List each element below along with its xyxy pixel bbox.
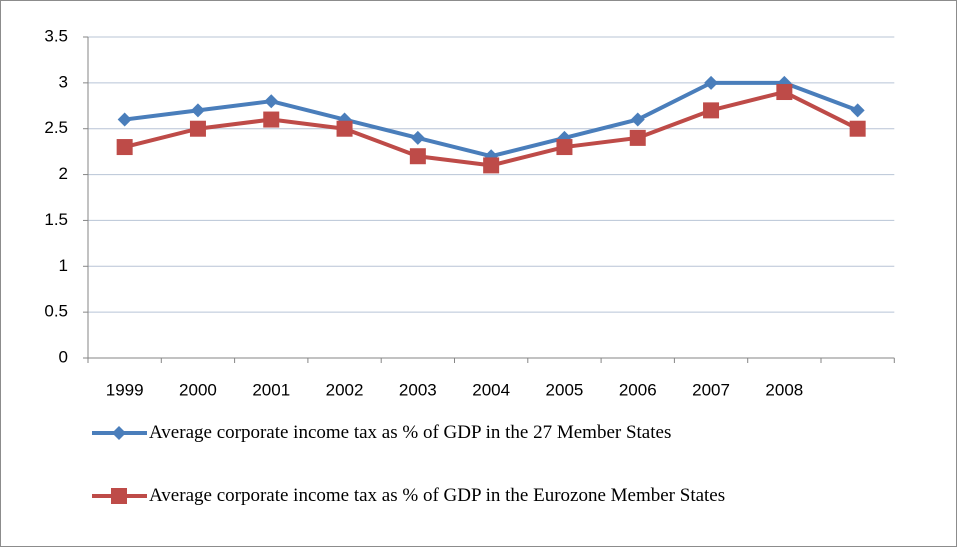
y-tick-label: 2	[59, 164, 68, 183]
data-point	[116, 139, 133, 156]
legend-label: Average corporate income tax as % of GDP…	[149, 485, 726, 506]
data-point	[409, 148, 426, 165]
y-tick-label: 2.5	[44, 118, 68, 137]
data-point	[776, 84, 793, 101]
legend-marker	[111, 488, 127, 504]
data-point	[703, 102, 720, 119]
x-tick-label: 2000	[179, 380, 217, 399]
y-tick-label: 1.5	[44, 210, 68, 229]
data-point	[483, 157, 500, 174]
data-point	[849, 120, 866, 137]
x-tick-label: 2005	[546, 380, 584, 399]
data-point	[336, 120, 353, 137]
x-tick-label: 2008	[765, 380, 803, 399]
legend-marker	[112, 426, 126, 440]
data-point	[263, 111, 280, 128]
series-line	[124, 80, 859, 159]
y-tick-label: 1	[59, 256, 68, 275]
legend-label: Average corporate income tax as % of GDP…	[149, 422, 672, 443]
data-point	[190, 103, 205, 118]
x-tick-label: 2004	[472, 380, 510, 399]
data-point	[117, 112, 132, 127]
y-tick-label: 0.5	[44, 302, 68, 321]
x-tick-label: 2003	[399, 380, 437, 399]
y-tick-label: 0	[59, 347, 68, 366]
data-point	[629, 129, 646, 146]
x-tick-label: 1999	[106, 380, 144, 399]
x-tick-label: 2001	[252, 380, 290, 399]
data-point	[704, 75, 719, 90]
x-tick-label: 2007	[692, 380, 730, 399]
data-point	[410, 130, 425, 145]
data-point	[630, 112, 645, 127]
data-point	[264, 94, 279, 109]
y-tick-label: 3.5	[44, 26, 68, 45]
x-tick-label: 2006	[619, 380, 657, 399]
y-tick-label: 3	[59, 72, 68, 91]
data-point	[556, 139, 573, 156]
data-point	[850, 103, 865, 118]
data-point	[189, 120, 206, 137]
x-tick-label: 2002	[326, 380, 364, 399]
